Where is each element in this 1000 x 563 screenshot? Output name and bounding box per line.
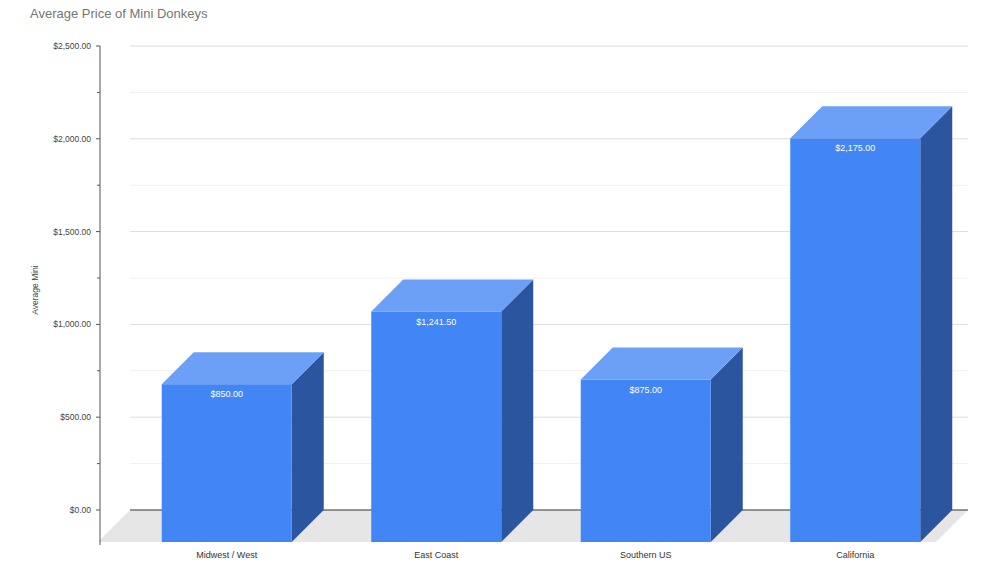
bar (790, 106, 952, 542)
category-label: California (836, 550, 874, 560)
y-axis-label: Average Mini (30, 265, 40, 315)
chart: Average Price of Mini Donkeys $0.00 $500.0… (0, 0, 1000, 563)
bar-side (920, 106, 952, 542)
tick (96, 417, 100, 418)
bar (371, 280, 533, 542)
tick-label: $2,500.00 (53, 41, 91, 51)
category-label: Midwest / West (196, 550, 257, 560)
bar (162, 352, 324, 542)
grid-line (130, 46, 968, 47)
tick (96, 324, 100, 325)
bar-side (501, 280, 533, 542)
bars (162, 106, 953, 542)
bar-front (790, 138, 920, 542)
data-label: $875.00 (629, 385, 662, 395)
tick-label: $500.00 (60, 412, 91, 422)
bar-top (371, 280, 533, 312)
bar-top (162, 352, 324, 384)
category-label: East Coast (414, 550, 459, 560)
tick-label: $0.00 (70, 505, 92, 515)
bar (581, 348, 743, 542)
tick-label: $1,000.00 (53, 319, 91, 329)
bar-front (162, 384, 292, 542)
category-label: Southern US (620, 550, 672, 560)
minor-grid-line (130, 92, 968, 93)
tick (96, 138, 100, 139)
tick (96, 46, 100, 47)
data-label: $850.00 (210, 389, 243, 399)
tick (96, 510, 100, 511)
tick-label: $2,000.00 (53, 134, 91, 144)
data-label: $1,241.50 (416, 317, 456, 327)
tick-label: $1,500.00 (53, 227, 91, 237)
bar-top (790, 106, 952, 138)
bar-top (581, 348, 743, 380)
bar-front (581, 380, 711, 542)
bar-side (711, 348, 743, 542)
title: Average Price of Mini Donkeys (30, 6, 208, 21)
tick (96, 231, 100, 232)
bar-side (292, 352, 324, 542)
bar-front (371, 312, 501, 542)
y-axis (100, 46, 101, 545)
data-label: $2,175.00 (835, 143, 875, 153)
